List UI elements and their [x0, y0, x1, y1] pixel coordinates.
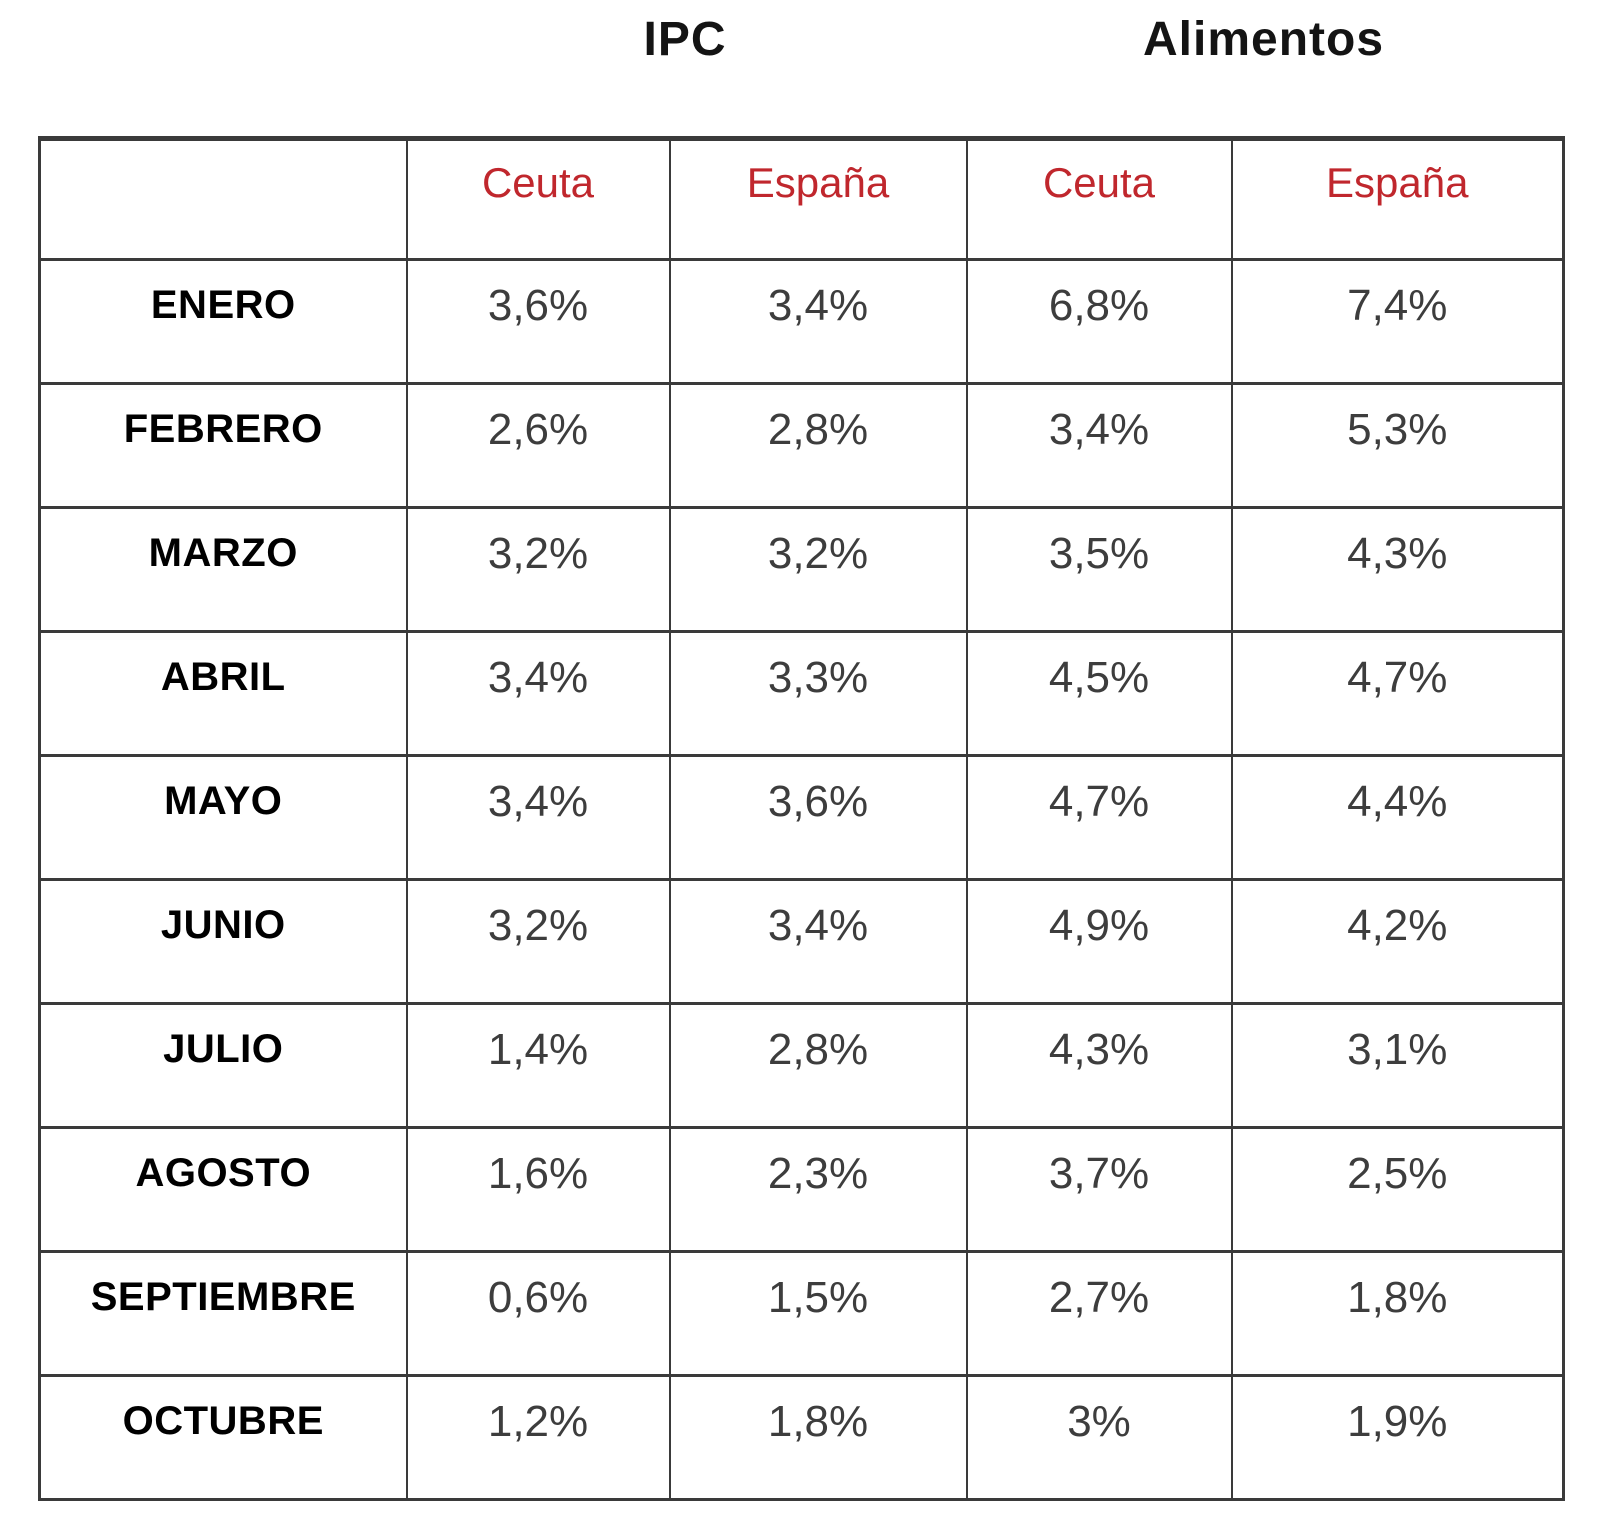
- month-cell: MAYO: [38, 754, 408, 881]
- table-row: FEBRERO 2,6% 2,8% 3,4% 5,3%: [38, 382, 1565, 509]
- value-cell: 3,3%: [668, 630, 968, 757]
- value-cell: 4,2%: [1230, 878, 1565, 1005]
- month-cell: FEBRERO: [38, 382, 408, 509]
- table-row: MARZO 3,2% 3,2% 3,5% 4,3%: [38, 506, 1565, 633]
- value-cell: 3,7%: [965, 1126, 1233, 1253]
- ipc-alimentos-table: Ceuta España Ceuta España ENERO 3,6% 3,4% 6…: [38, 136, 1565, 1501]
- table-row: MAYO 3,4% 3,6% 4,7% 4,4%: [38, 754, 1565, 881]
- value-cell: 2,8%: [668, 1002, 968, 1129]
- value-cell: 4,9%: [965, 878, 1233, 1005]
- value-cell: 3,5%: [965, 506, 1233, 633]
- month-cell: JULIO: [38, 1002, 408, 1129]
- month-cell: OCTUBRE: [38, 1374, 408, 1501]
- value-cell: 3,6%: [405, 258, 671, 385]
- month-cell: MARZO: [38, 506, 408, 633]
- value-cell: 1,2%: [405, 1374, 671, 1501]
- table-row: SEPTIEMBRE 0,6% 1,5% 2,7% 1,8%: [38, 1250, 1565, 1377]
- ipc-group-title: IPC: [643, 13, 727, 66]
- value-cell: 3,4%: [405, 630, 671, 757]
- month-cell: ABRIL: [38, 630, 408, 757]
- value-cell: 3,1%: [1230, 1002, 1565, 1129]
- month-cell: JUNIO: [38, 878, 408, 1005]
- table-row: AGOSTO 1,6% 2,3% 3,7% 2,5%: [38, 1126, 1565, 1253]
- value-cell: 3,4%: [965, 382, 1233, 509]
- col-header-alimentos-ceuta: Ceuta: [965, 137, 1233, 261]
- value-cell: 3,4%: [668, 258, 968, 385]
- value-cell: 2,6%: [405, 382, 671, 509]
- value-cell: 2,5%: [1230, 1126, 1565, 1253]
- value-cell: 3%: [965, 1374, 1233, 1501]
- value-cell: 3,2%: [668, 506, 968, 633]
- value-cell: 4,4%: [1230, 754, 1565, 881]
- col-header-alimentos-espana: España: [1230, 137, 1565, 261]
- value-cell: 3,4%: [668, 878, 968, 1005]
- value-cell: 5,3%: [1230, 382, 1565, 509]
- value-cell: 0,6%: [405, 1250, 671, 1377]
- col-header-ipc-ceuta: Ceuta: [405, 137, 671, 261]
- table-row: ABRIL 3,4% 3,3% 4,5% 4,7%: [38, 630, 1565, 757]
- table-row: JUNIO 3,2% 3,4% 4,9% 4,2%: [38, 878, 1565, 1005]
- value-cell: 3,6%: [668, 754, 968, 881]
- value-cell: 3,4%: [405, 754, 671, 881]
- value-cell: 6,8%: [965, 258, 1233, 385]
- value-cell: 4,3%: [965, 1002, 1233, 1129]
- month-cell: SEPTIEMBRE: [38, 1250, 408, 1377]
- header-row: Ceuta España Ceuta España: [38, 137, 1565, 261]
- table-row: OCTUBRE 1,2% 1,8% 3% 1,9%: [38, 1374, 1565, 1501]
- col-header-ipc-espana: España: [668, 137, 968, 261]
- title-spacer: [38, 12, 405, 67]
- corner-cell: [38, 137, 408, 261]
- value-cell: 4,7%: [1230, 630, 1565, 757]
- table-row: ENERO 3,6% 3,4% 6,8% 7,4%: [38, 258, 1565, 385]
- value-cell: 1,8%: [1230, 1250, 1565, 1377]
- value-cell: 2,8%: [668, 382, 968, 509]
- value-cell: 1,6%: [405, 1126, 671, 1253]
- month-cell: AGOSTO: [38, 1126, 408, 1253]
- value-cell: 3,2%: [405, 506, 671, 633]
- value-cell: 4,3%: [1230, 506, 1565, 633]
- value-cell: 3,2%: [405, 878, 671, 1005]
- value-cell: 2,7%: [965, 1250, 1233, 1377]
- table-row: JULIO 1,4% 2,8% 4,3% 3,1%: [38, 1002, 1565, 1129]
- value-cell: 4,5%: [965, 630, 1233, 757]
- column-group-titles: IPC Alimentos: [38, 12, 1562, 67]
- month-cell: ENERO: [38, 258, 408, 385]
- value-cell: 1,5%: [668, 1250, 968, 1377]
- value-cell: 1,4%: [405, 1002, 671, 1129]
- value-cell: 4,7%: [965, 754, 1233, 881]
- alimentos-group-title: Alimentos: [1142, 13, 1385, 66]
- value-cell: 1,9%: [1230, 1374, 1565, 1501]
- value-cell: 7,4%: [1230, 258, 1565, 385]
- value-cell: 2,3%: [668, 1126, 968, 1253]
- value-cell: 1,8%: [668, 1374, 968, 1501]
